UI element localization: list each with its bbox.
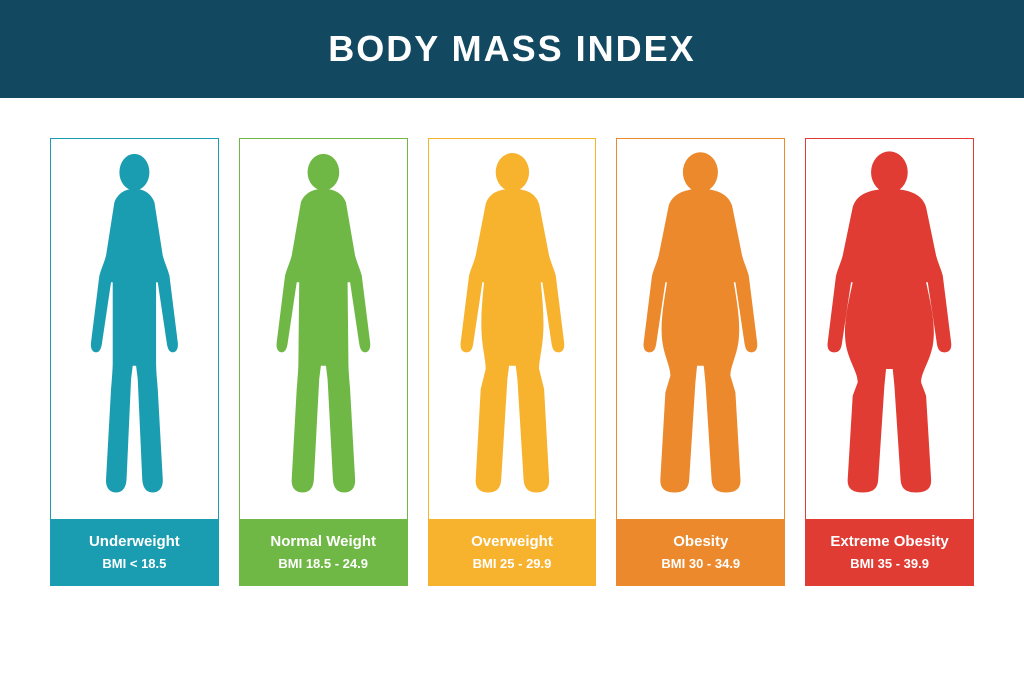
body-icon [617,139,784,519]
body-icon [806,139,973,519]
bmi-label-overweight: Overweight BMI 25 - 29.9 [429,519,596,585]
body-silhouette-obesity [617,139,784,519]
bmi-card-normal: Normal Weight BMI 18.5 - 24.9 [239,138,408,586]
body-silhouette-underweight [51,139,218,519]
bmi-range: BMI 25 - 29.9 [435,556,590,571]
bmi-range: BMI 30 - 34.9 [623,556,778,571]
category-name: Underweight [57,533,212,550]
bmi-range: BMI 35 - 39.9 [812,556,967,571]
bmi-range: BMI 18.5 - 24.9 [246,556,401,571]
bmi-card-underweight: Underweight BMI < 18.5 [50,138,219,586]
bmi-card-obesity: Obesity BMI 30 - 34.9 [616,138,785,586]
category-name: Normal Weight [246,533,401,550]
bmi-card-overweight: Overweight BMI 25 - 29.9 [428,138,597,586]
body-silhouette-overweight [429,139,596,519]
bmi-label-underweight: Underweight BMI < 18.5 [51,519,218,585]
body-icon [51,139,218,519]
bmi-label-obesity: Obesity BMI 30 - 34.9 [617,519,784,585]
category-name: Overweight [435,533,590,550]
body-icon [240,139,407,519]
bmi-range: BMI < 18.5 [57,556,212,571]
body-silhouette-normal [240,139,407,519]
category-name: Obesity [623,533,778,550]
category-name: Extreme Obesity [812,533,967,550]
body-icon [429,139,596,519]
bmi-label-extreme-obesity: Extreme Obesity BMI 35 - 39.9 [806,519,973,585]
bmi-card-extreme-obesity: Extreme Obesity BMI 35 - 39.9 [805,138,974,586]
page-title: BODY MASS INDEX [0,0,1024,98]
bmi-label-normal: Normal Weight BMI 18.5 - 24.9 [240,519,407,585]
body-silhouette-extreme-obesity [806,139,973,519]
bmi-card-row: Underweight BMI < 18.5 Normal Weight BMI… [0,98,1024,616]
